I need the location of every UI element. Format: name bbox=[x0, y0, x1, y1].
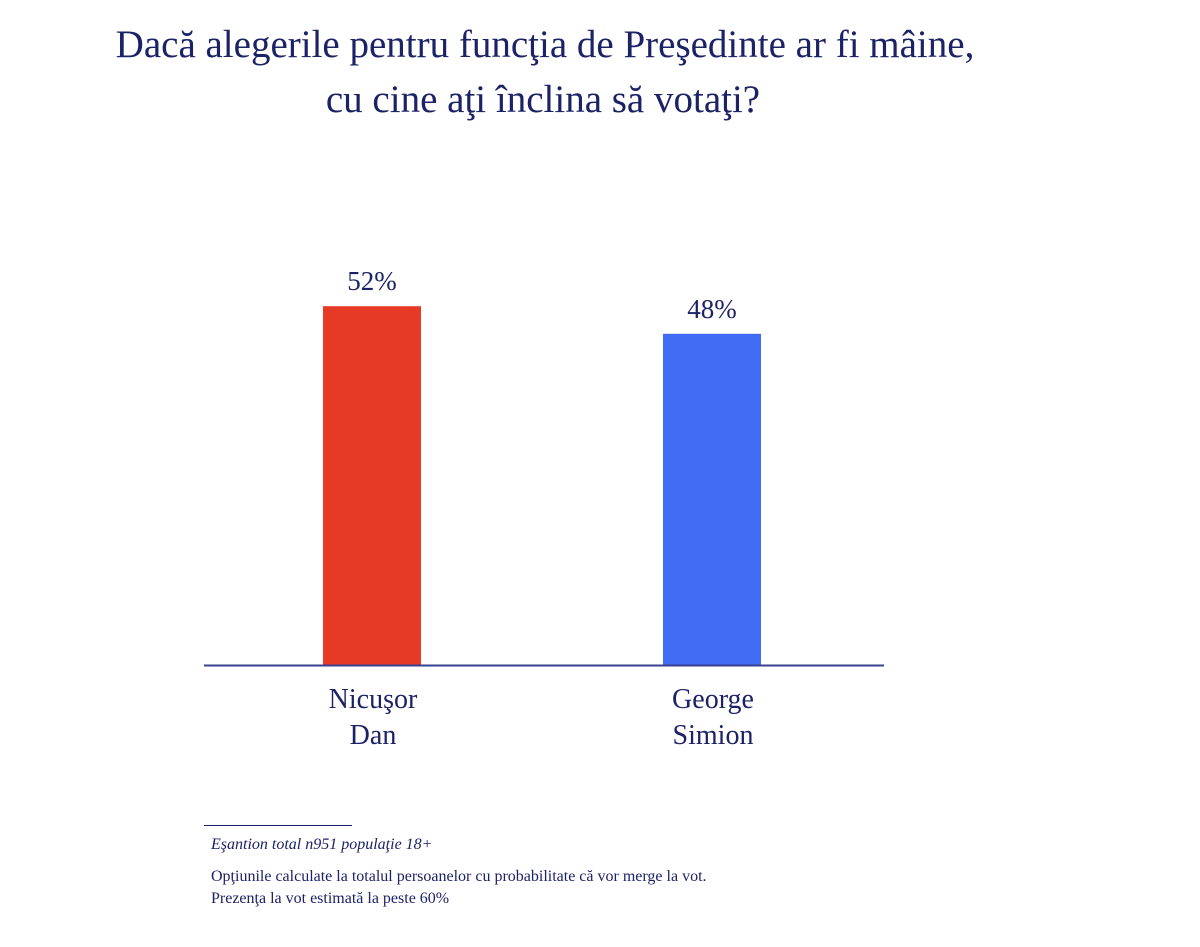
category-label-george-simion: George Simion bbox=[613, 682, 813, 754]
value-label-0: 52% bbox=[347, 266, 397, 296]
category-label-line-2: Dan bbox=[349, 720, 397, 751]
category-label-line-1: Nicuşor bbox=[328, 684, 418, 715]
footnote-divider bbox=[204, 825, 352, 826]
footnote-sample-size: Eşantion total n951 populaţie 18+ bbox=[211, 836, 433, 853]
value-label-1: 48% bbox=[687, 294, 737, 324]
footnote-turnout-note: Prezenţa la vot estimată la peste 60% bbox=[211, 890, 450, 907]
category-label-line-1: George bbox=[672, 684, 754, 715]
footnote-method-note: Opţiunile calculate la totalul persoanel… bbox=[211, 868, 707, 885]
category-label-nicusor-dan: Nicuşor Dan bbox=[273, 682, 473, 754]
chart-title-line-2: cu cine aţi înclina să votaţi? bbox=[325, 78, 761, 121]
chart-title-line-1: Dacă alegerile pentru funcţia de Preşedi… bbox=[115, 23, 975, 66]
category-label-line-2: Simion bbox=[672, 720, 754, 751]
bar-1 bbox=[663, 333, 761, 665]
bar-0 bbox=[323, 306, 421, 665]
